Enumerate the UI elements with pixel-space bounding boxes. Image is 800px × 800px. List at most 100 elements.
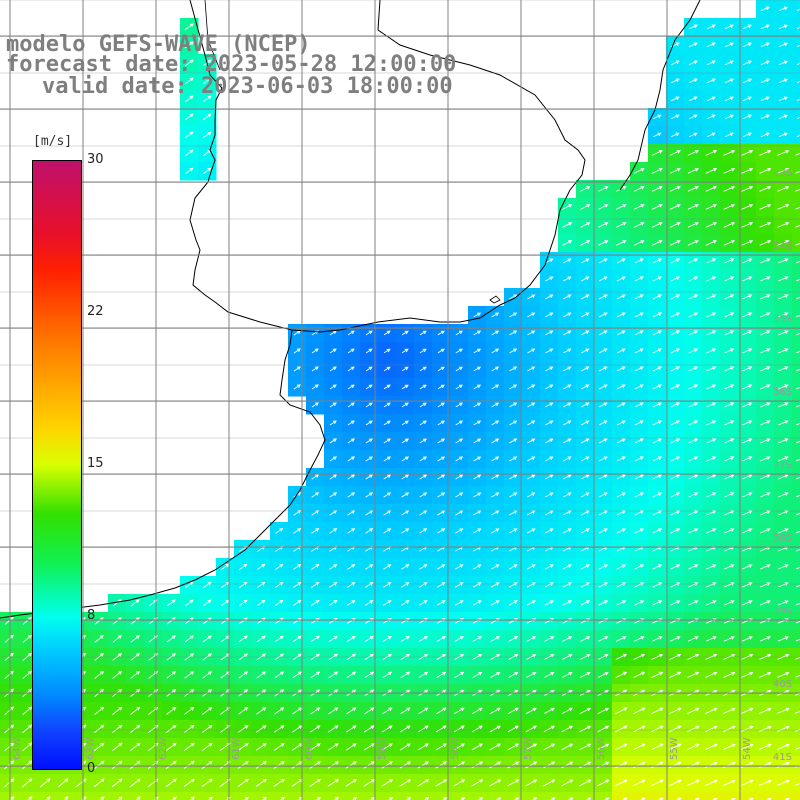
wind-arrow: [345, 743, 357, 751]
wind-arrow: [508, 671, 519, 678]
wind-cell: [792, 234, 800, 253]
coastline-rio-de-la-plata-north: [189, 0, 586, 333]
wind-arrow: [184, 706, 195, 715]
wind-arrow: [581, 348, 590, 354]
wind-arrow: [652, 366, 662, 372]
wind-arrow: [670, 438, 681, 444]
longitude-label: 61W: [231, 737, 242, 760]
wind-arrow: [525, 707, 537, 715]
wind-arrow: [309, 761, 321, 769]
wind-arrow: [419, 492, 428, 498]
wind-arrow: [274, 599, 284, 606]
wind-arrow: [706, 42, 716, 48]
wind-arrow: [795, 656, 800, 660]
wind-arrow: [509, 456, 518, 462]
wind-arrow: [112, 706, 123, 715]
wind-arrow: [365, 384, 373, 390]
wind-arrow: [329, 402, 337, 408]
wind-arrow: [651, 743, 664, 751]
wind-arrow: [724, 114, 734, 120]
wind-arrow: [365, 330, 373, 336]
wind-arrow: [129, 778, 141, 788]
wind-arrow: [581, 312, 590, 318]
wind-cell: [792, 432, 800, 451]
wind-cell: [576, 792, 595, 800]
wind-arrow: [741, 185, 754, 192]
wind-arrow: [670, 366, 681, 372]
colorbar-unit: [m/s]: [33, 134, 73, 149]
wind-arrow: [491, 456, 500, 462]
wind-arrow: [184, 131, 194, 139]
wind-arrow: [670, 330, 681, 336]
wind-arrow: [453, 707, 465, 715]
wind-arrow: [419, 402, 427, 408]
wind-arrow: [705, 743, 718, 751]
wind-arrow: [669, 240, 681, 246]
wind-arrow: [418, 707, 429, 715]
wind-arrow: [795, 710, 800, 714]
wind-arrow: [795, 440, 800, 444]
wind-arrow: [598, 492, 608, 498]
wind-arrow: [760, 366, 771, 372]
wind-arrow: [760, 24, 770, 30]
wind-cell: [792, 576, 800, 595]
wind-arrow: [634, 564, 645, 570]
wind-arrow: [526, 672, 537, 678]
wind-arrow: [651, 222, 663, 228]
wind-arrow: [670, 492, 681, 498]
wind-arrow: [760, 384, 771, 390]
wind-arrow: [279, 796, 286, 800]
wind-arrow: [795, 224, 800, 228]
wind-arrow: [563, 312, 572, 318]
wind-arrow: [545, 456, 554, 462]
wind-arrow: [724, 582, 735, 588]
wind-arrow: [347, 474, 356, 480]
wind-arrow: [544, 582, 554, 588]
wind-arrow: [688, 312, 699, 318]
latitude-label: 40S: [773, 679, 792, 690]
wind-arrow: [758, 779, 772, 786]
wind-arrow: [435, 743, 447, 751]
latitude-label: 41S: [773, 752, 792, 763]
wind-arrow: [401, 420, 409, 426]
wind-arrow: [436, 636, 446, 642]
wind-arrow: [776, 743, 790, 750]
wind-arrow: [796, 8, 800, 12]
wind-arrow: [795, 206, 800, 210]
wind-arrow: [237, 725, 249, 733]
wind-cell: [792, 630, 800, 649]
wind-arrow: [706, 312, 717, 318]
wind-arrow: [437, 528, 446, 534]
wind-arrow: [598, 384, 608, 390]
wind-arrow: [184, 599, 194, 607]
wind-arrow: [777, 707, 790, 714]
latitude-label: 34S: [773, 241, 792, 252]
wind-cell: [792, 216, 800, 235]
wind-arrow: [309, 779, 321, 787]
wind-arrow: [634, 438, 644, 444]
longitude-label: 64W: [12, 737, 23, 760]
wind-arrow: [795, 476, 800, 480]
wind-arrow: [471, 743, 483, 751]
wind-arrow: [778, 474, 789, 480]
wind-arrow: [130, 724, 141, 734]
wind-arrow: [777, 203, 790, 210]
wind-arrow: [633, 168, 645, 174]
wind-arrow: [329, 492, 338, 498]
wind-arrow: [651, 761, 664, 769]
wind-arrow: [795, 512, 800, 516]
wind-arrow: [365, 474, 374, 480]
wind-arrow: [489, 779, 502, 787]
wind-arrow: [580, 276, 590, 282]
wind-arrow: [705, 671, 718, 678]
wind-arrow: [365, 492, 374, 498]
wind-arrow: [723, 185, 736, 192]
wind-arrow: [777, 167, 790, 174]
wind-arrow: [94, 635, 104, 643]
wind-arrow: [778, 6, 788, 12]
wind-arrow: [688, 42, 698, 48]
wind-cell: [792, 54, 800, 73]
wind-arrow: [526, 528, 536, 534]
wind-arrow: [202, 599, 212, 607]
